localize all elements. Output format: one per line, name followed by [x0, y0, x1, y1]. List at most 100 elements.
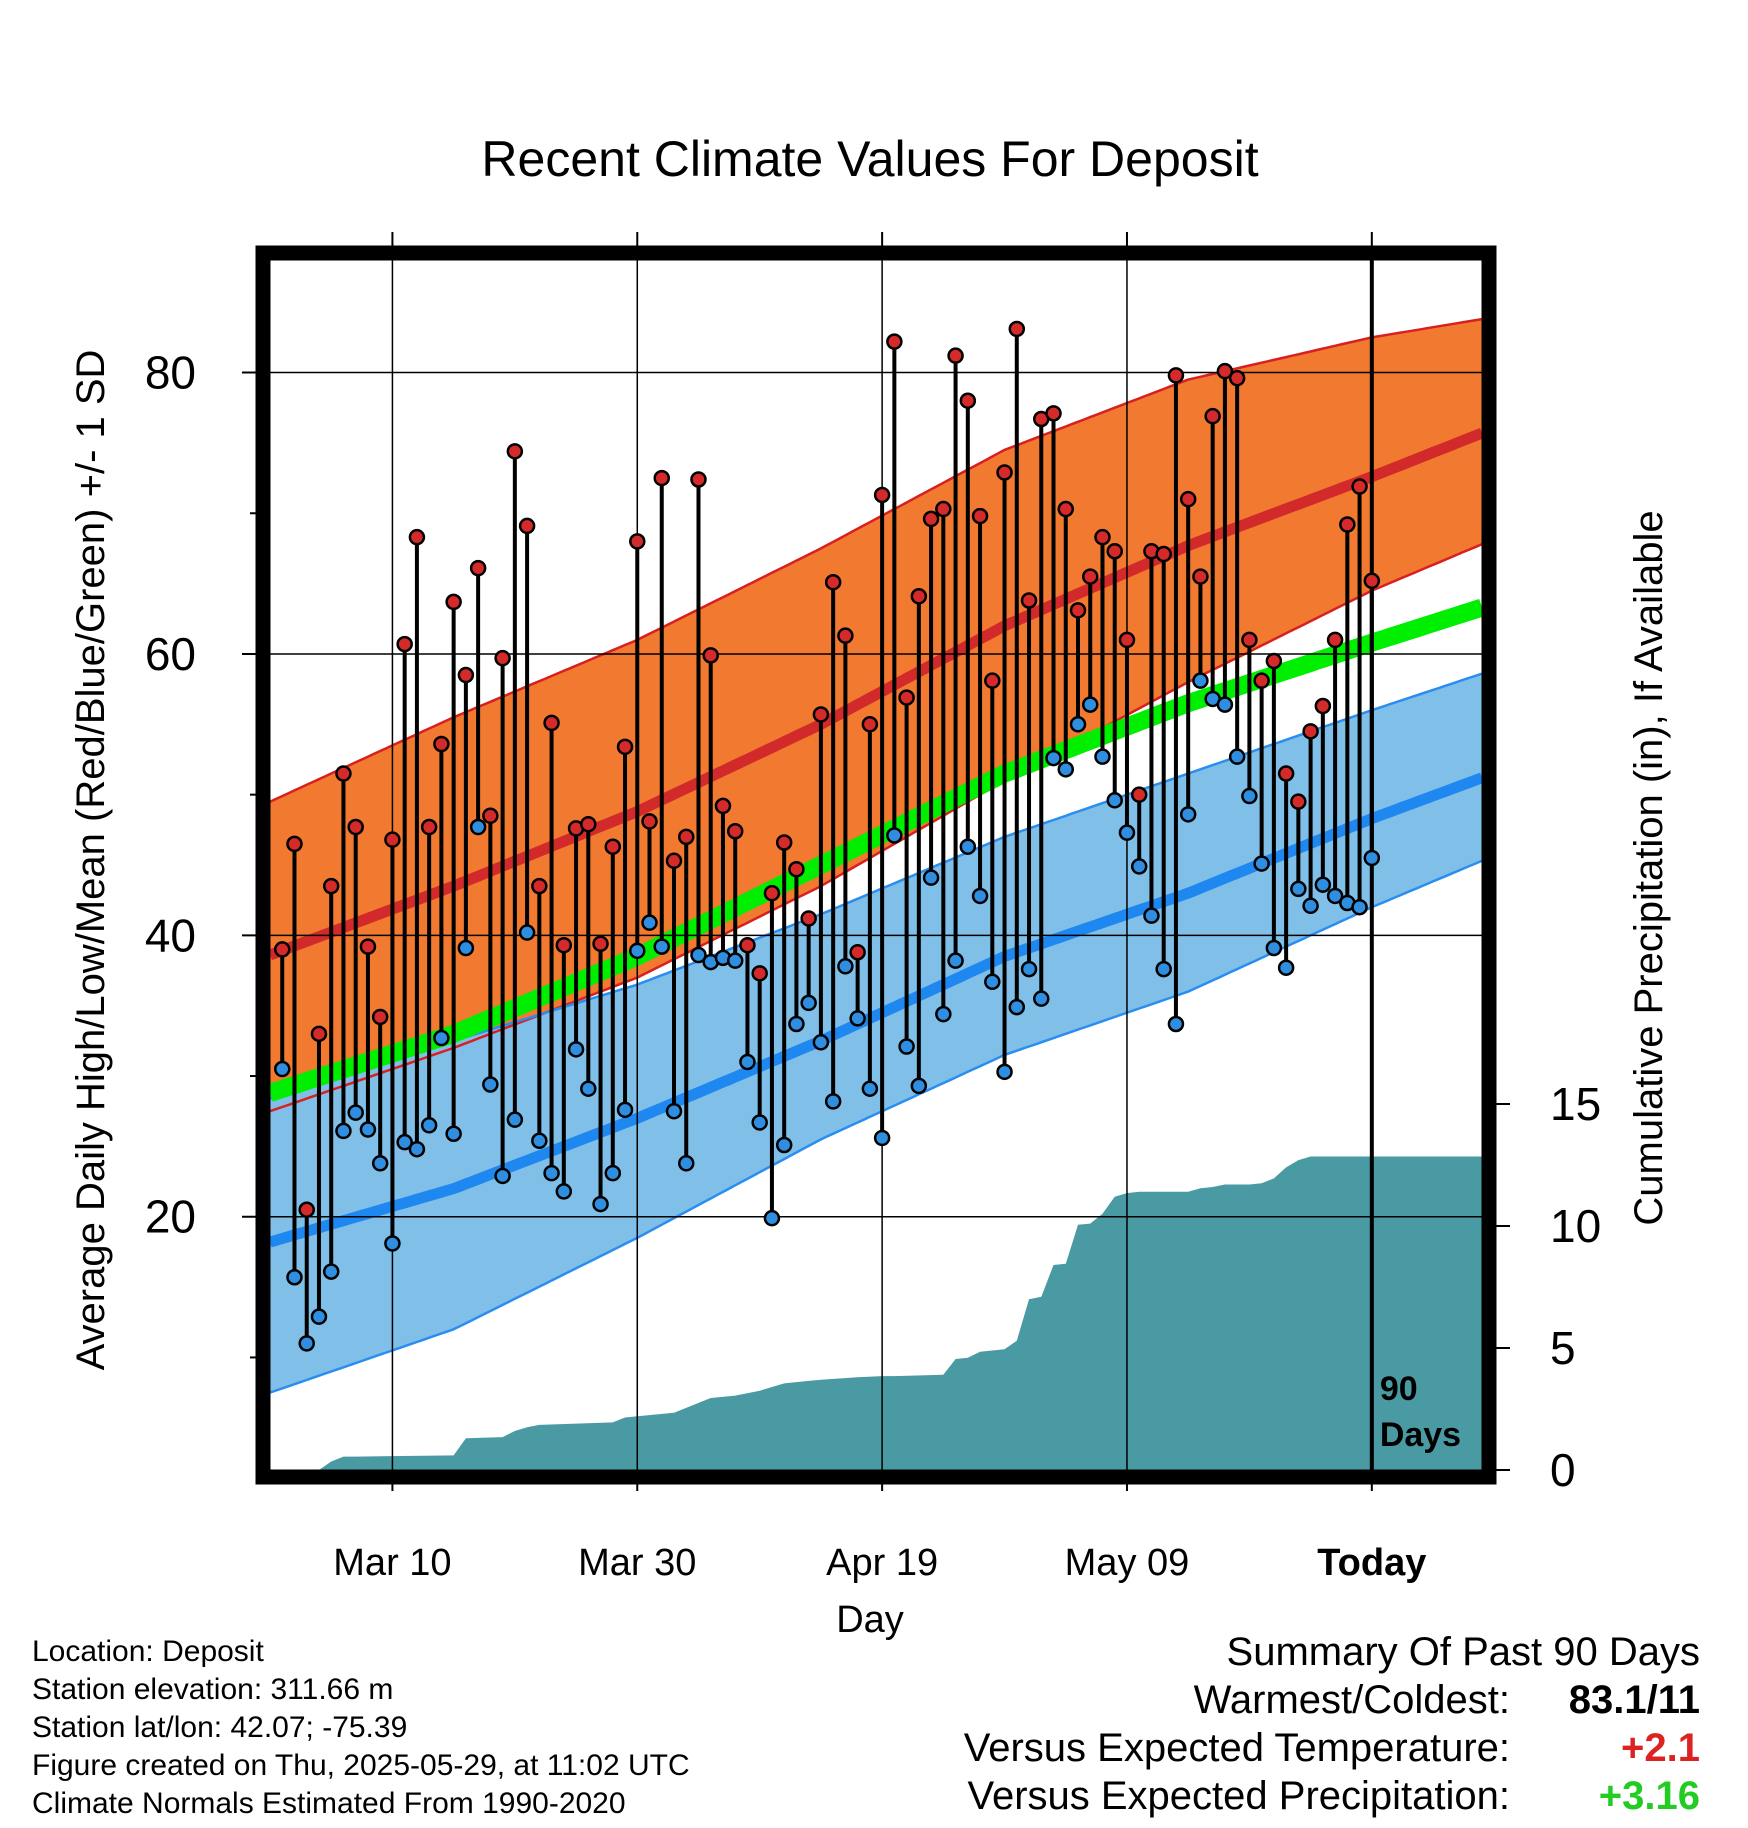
daily-high-point-6	[335, 765, 352, 782]
daily-low-point-8	[359, 1121, 377, 1138]
daily-low-point-83	[1277, 959, 1295, 976]
daily-high-point-38	[726, 822, 744, 840]
daily-low-point-54	[922, 869, 940, 886]
daily-high-point-8	[359, 938, 377, 955]
daily-high-point-51	[886, 333, 903, 350]
daily-high-point-7	[347, 818, 364, 836]
daily-low-point-61	[1008, 998, 1026, 1016]
daily-low-point-90	[1363, 849, 1381, 867]
daily-low-point-6	[335, 1122, 352, 1140]
daily-high-point-17	[469, 559, 487, 577]
normal-high-upper-edge	[270, 317, 1482, 803]
daily-low-point-63	[1033, 990, 1050, 1007]
station-info: Location: Deposit Station elevation: 311…	[32, 1633, 690, 1823]
daily-high-point-80	[1241, 631, 1258, 649]
daily-low-point-52	[898, 1038, 915, 1055]
daily-low-point-29	[616, 1101, 634, 1119]
daily-high-point-49	[861, 716, 879, 733]
daily-low-point-32	[653, 938, 671, 955]
daily-low-point-10	[384, 1235, 401, 1252]
normals-text: Climate Normals Estimated From 1990-2020	[32, 1787, 626, 1820]
daily-low-point-34	[677, 1155, 695, 1172]
y-tick-label-3: 80	[145, 347, 196, 399]
plot-frame	[255, 245, 1497, 1485]
daily-high-point-10	[384, 831, 401, 848]
daily-low-point-26	[580, 1080, 597, 1097]
cumulative-precip-area	[270, 1156, 1482, 1470]
daily-high-point-12	[408, 528, 426, 546]
daily-high-point-2	[286, 835, 303, 853]
daily-high-point-44	[800, 910, 817, 927]
daily-low-point-20	[506, 1111, 524, 1128]
y-tick-label-1: 40	[145, 909, 196, 961]
daily-high-point-24	[555, 936, 573, 954]
daily-low-point-62	[1020, 960, 1038, 978]
daily-high-point-60	[996, 464, 1013, 481]
daily-low-point-1	[273, 1060, 291, 1078]
daily-low-point-2	[286, 1268, 303, 1286]
daily-low-point-76	[1192, 672, 1209, 689]
temp-label: Versus Expected Temperature:	[963, 1726, 1510, 1770]
daily-low-point-70	[1118, 824, 1136, 841]
daily-high-point-43	[788, 860, 805, 878]
daily-high-point-9	[371, 1008, 389, 1026]
daily-high-point-32	[653, 469, 671, 487]
daily-high-point-16	[457, 666, 475, 684]
daily-low-point-43	[788, 1015, 805, 1033]
daily-high-point-53	[910, 588, 928, 605]
daily-high-point-28	[604, 838, 622, 855]
daily-high-point-75	[1179, 490, 1197, 508]
daily-low-point-55	[935, 1005, 952, 1023]
daily-high-point-85	[1302, 723, 1319, 740]
summary-panel: Summary Of Past 90 Days Warmest/Coldest:…	[964, 1628, 1700, 1820]
daily-low-point-74	[1167, 1015, 1185, 1033]
daily-low-point-41	[763, 1209, 781, 1227]
daily-low-point-87	[1326, 887, 1344, 905]
warm-cold-label: Warmest/Coldest:	[1193, 1678, 1510, 1722]
daily-low-point-17	[469, 818, 487, 836]
daily-low-point-84	[1290, 880, 1307, 898]
daily-high-point-79	[1228, 369, 1246, 387]
daily-low-point-30	[629, 942, 646, 960]
daily-low-point-59	[984, 973, 1001, 991]
daily-low-point-24	[555, 1183, 573, 1200]
precip-label: Versus Expected Precipitation:	[967, 1774, 1510, 1818]
daily-low-point-16	[457, 939, 475, 957]
today-days-label: Days	[1380, 1416, 1461, 1454]
daily-low-point-80	[1241, 787, 1258, 805]
daily-high-point-20	[506, 443, 524, 460]
daily-low-point-28	[604, 1164, 622, 1182]
daily-low-point-58	[971, 887, 989, 905]
daily-high-point-5	[322, 877, 340, 895]
daily-high-point-56	[947, 347, 964, 364]
daily-high-point-89	[1351, 478, 1368, 495]
daily-high-point-42	[775, 834, 793, 851]
daily-low-point-44	[800, 994, 817, 1012]
daily-high-point-11	[396, 635, 413, 653]
daily-low-point-86	[1314, 876, 1332, 893]
normal-high-lower-edge	[270, 543, 1482, 1113]
y2-axis-label: Cumulative Precipitation (in), If Availa…	[1627, 510, 1671, 1225]
daily-low-point-50	[873, 1129, 891, 1147]
daily-high-point-59	[984, 672, 1001, 689]
normal-high-line	[270, 427, 1482, 961]
daily-high-point-40	[751, 965, 768, 982]
normal-high-band	[270, 319, 1482, 1112]
daily-low-point-79	[1228, 748, 1246, 765]
daily-high-point-19	[494, 649, 511, 667]
normal-low-line	[270, 772, 1482, 1248]
daily-high-point-22	[531, 877, 548, 895]
daily-low-point-82	[1265, 939, 1283, 957]
plot-layer	[270, 260, 1482, 1470]
daily-high-point-48	[849, 943, 866, 961]
daily-low-point-71	[1130, 858, 1148, 875]
daily-high-point-58	[971, 507, 989, 525]
daily-low-point-85	[1302, 897, 1319, 915]
daily-low-point-5	[322, 1263, 340, 1280]
daily-high-point-82	[1265, 652, 1283, 670]
daily-high-point-61	[1008, 320, 1026, 338]
x-tick-label-0: Mar 10	[333, 1542, 451, 1584]
daily-low-point-4	[310, 1308, 328, 1325]
daily-low-point-14	[433, 1029, 450, 1047]
